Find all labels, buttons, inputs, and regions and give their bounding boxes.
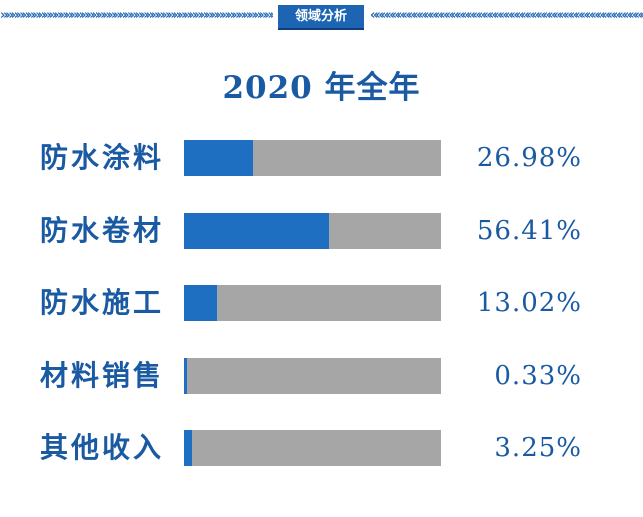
category-label: 材料销售: [40, 358, 165, 392]
value-label: 0.33%: [494, 360, 582, 391]
category-label: 其他收入: [40, 431, 165, 464]
bar-fill: [184, 430, 193, 466]
chevron-decoration-right: ««««««««««««««««««««««««««««««««««««««««…: [370, 10, 643, 22]
bar-fill: [184, 285, 218, 321]
category-label: 防水施工: [40, 286, 165, 319]
value-label: 3.25%: [494, 433, 582, 463]
bar-row: 防水卷材 56.41%: [0, 211, 643, 251]
bar-row: 其他收入 3.25%: [0, 428, 643, 468]
bar-track: [184, 357, 441, 394]
bar-fill: [184, 357, 187, 394]
bar-track: [184, 212, 441, 249]
category-label: 防水卷材: [40, 213, 165, 247]
section-tag: 领域分析: [278, 5, 364, 28]
value-label: 56.41%: [476, 215, 582, 246]
bar-row: 防水施工 13.02%: [0, 283, 643, 323]
value-label: 26.98%: [476, 143, 582, 173]
section-banner: »»»»»»»»»»»»»»»»»»»»»»»»»»»»»»»»»»»»»»»»…: [0, 0, 643, 32]
bar-fill: [184, 212, 329, 249]
bar-track: [184, 140, 441, 176]
bar-fill: [184, 140, 254, 176]
bar-track: [184, 285, 441, 321]
bar-row: 材料销售 0.33%: [0, 356, 643, 396]
bar-track: [184, 430, 441, 466]
bar-row: 防水涂料 26.98%: [0, 138, 643, 178]
chevron-decoration-left: »»»»»»»»»»»»»»»»»»»»»»»»»»»»»»»»»»»»»»»»…: [0, 10, 273, 22]
value-label: 13.02%: [476, 288, 582, 318]
category-label: 防水涂料: [40, 141, 165, 174]
chart-title: 2020 年全年: [222, 70, 421, 106]
